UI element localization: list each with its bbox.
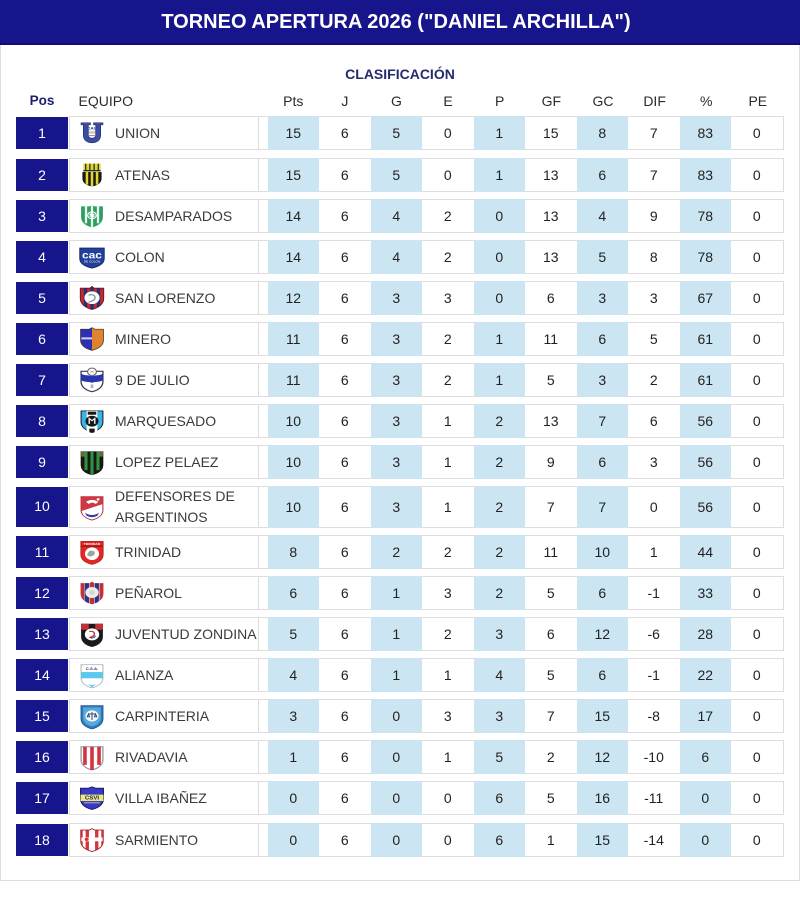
svg-text:CAU: CAU [87, 126, 97, 131]
svg-text:TRINIDAD: TRINIDAD [83, 542, 100, 546]
svg-text:cac: cac [82, 250, 102, 261]
svg-text:C.S.A.: C.S.A. [85, 666, 98, 671]
svg-text:CSVI: CSVI [84, 796, 99, 801]
svg-text:DE COLON: DE COLON [83, 260, 100, 264]
